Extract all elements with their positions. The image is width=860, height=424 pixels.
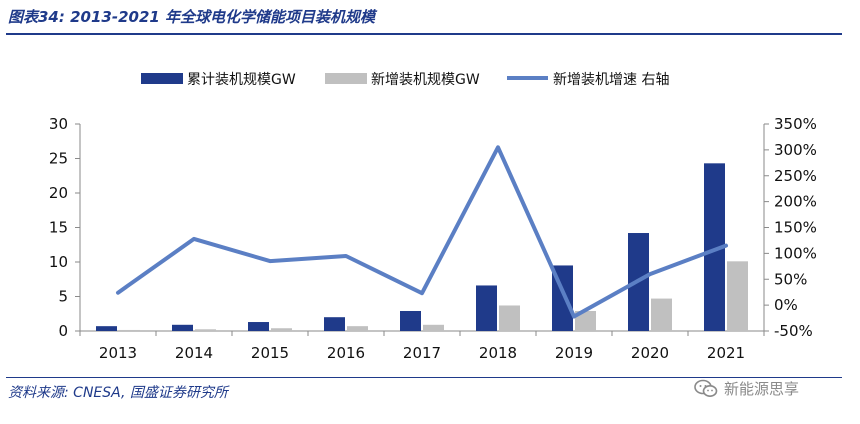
chart-title: 图表34: 2013-2021 年全球电化学储能项目装机规模 (8, 8, 376, 26)
x-tick-label: 2014 (175, 344, 213, 362)
left-tick-label: 15 (49, 219, 68, 237)
legend-swatch-new (325, 73, 367, 84)
right-tick-label: 300% (774, 141, 817, 159)
bar-cumulative (704, 163, 725, 331)
x-tick-label: 2015 (251, 344, 289, 362)
bar-new (499, 305, 520, 331)
watermark: 新能源思享 (694, 378, 799, 399)
left-tick-label: 25 (49, 150, 68, 168)
left-tick-label: 10 (49, 253, 68, 271)
bar-cumulative (400, 310, 421, 331)
bar-cumulative (172, 324, 193, 331)
bar-new (727, 261, 748, 331)
title-divider (6, 33, 842, 35)
x-tick-label: 2021 (707, 344, 745, 362)
bar-cumulative (96, 326, 117, 331)
bar-new (271, 328, 292, 331)
legend-label-growth: 新增装机增速 右轴 (553, 72, 669, 88)
right-tick-label: 0% (774, 296, 798, 314)
bar-cumulative (476, 285, 497, 331)
bar-new (651, 298, 672, 331)
source-note: 资料来源: CNESA, 国盛证券研究所 (8, 385, 228, 401)
legend-label-cumulative: 累计装机规模GW (187, 72, 296, 88)
bar-cumulative (324, 317, 345, 331)
bar-new (347, 326, 368, 331)
bar-new (575, 310, 596, 331)
bar-new (119, 329, 140, 331)
left-tick-label: 20 (49, 184, 68, 202)
wechat-icon (694, 379, 718, 397)
left-tick-label: 5 (58, 288, 68, 306)
right-tick-label: 100% (774, 244, 817, 262)
x-tick-label: 2019 (555, 344, 593, 362)
x-tick-label: 2018 (479, 344, 517, 362)
x-tick-label: 2016 (327, 344, 365, 362)
right-tick-label: 350% (774, 115, 817, 133)
x-tick-label: 2017 (403, 344, 441, 362)
bar-new (423, 324, 444, 331)
right-tick-label: 150% (774, 219, 817, 237)
legend-label-new: 新增装机规模GW (371, 72, 480, 88)
left-tick-label: 30 (49, 115, 68, 133)
right-tick-label: 200% (774, 193, 817, 211)
x-tick-label: 2020 (631, 344, 669, 362)
bar-cumulative (248, 322, 269, 331)
right-tick-label: 250% (774, 167, 817, 185)
legend-swatch-cumulative (141, 73, 183, 84)
watermark-text: 新能源思享 (724, 380, 800, 398)
left-tick-label: 0 (58, 322, 68, 340)
legend: 累计装机规模GW 新增装机规模GW 新增装机增速 右轴 (141, 72, 669, 88)
footer-divider (6, 377, 842, 378)
bar-new (195, 329, 216, 331)
right-tick-label: 50% (774, 270, 807, 288)
x-tick-label: 2013 (99, 344, 137, 362)
right-tick-label: -50% (774, 322, 813, 340)
